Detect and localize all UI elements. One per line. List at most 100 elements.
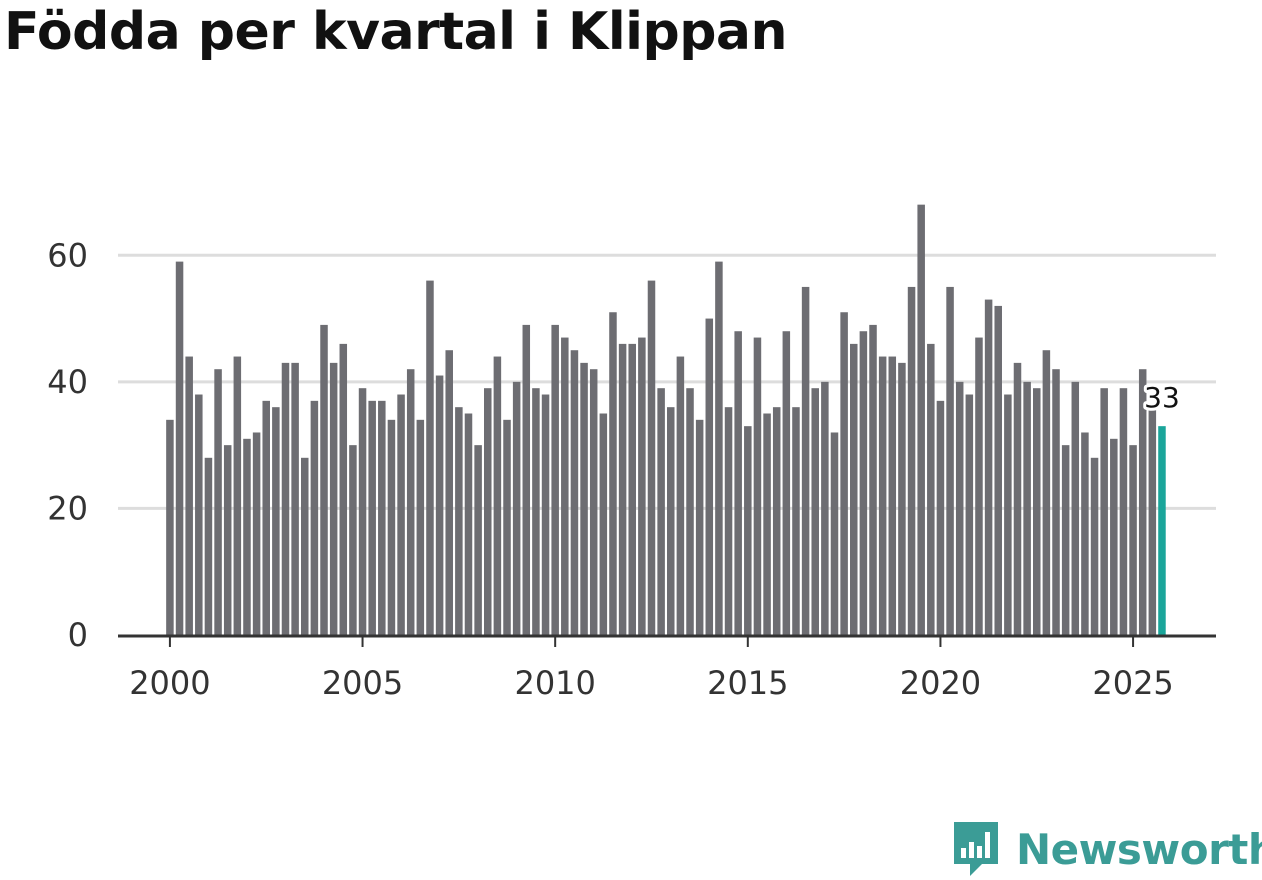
bar	[638, 337, 646, 635]
bar	[599, 413, 608, 635]
bar	[243, 438, 251, 635]
bar	[474, 445, 482, 635]
bar	[272, 407, 280, 635]
bar	[955, 381, 964, 635]
bar	[368, 400, 376, 635]
bar	[628, 343, 636, 635]
bar	[609, 312, 617, 635]
y-tick-label: 40	[47, 363, 88, 401]
last-value-label: 33	[1144, 381, 1180, 414]
chart-title: Födda per kvartal i Klippan	[4, 2, 788, 62]
bar	[936, 400, 945, 635]
bar	[744, 426, 752, 635]
bar	[1071, 381, 1080, 635]
bar	[166, 419, 174, 635]
bar	[484, 388, 492, 635]
bar	[782, 331, 791, 635]
bar	[763, 413, 771, 635]
bar	[1033, 388, 1041, 635]
bar	[291, 362, 299, 635]
bar	[917, 204, 925, 635]
bar-highlight	[1158, 426, 1166, 635]
bar	[840, 312, 848, 635]
bar	[1023, 381, 1031, 635]
x-tick-label: 2010	[514, 664, 595, 702]
bar	[772, 407, 781, 635]
bar	[859, 331, 868, 635]
bar	[1148, 407, 1157, 635]
bar	[493, 356, 502, 635]
bar	[1042, 350, 1051, 635]
bar	[214, 369, 222, 635]
bar	[455, 407, 463, 635]
bar	[416, 419, 425, 635]
bar	[695, 419, 704, 635]
bar	[329, 362, 338, 635]
bar	[715, 261, 723, 635]
bar	[667, 407, 675, 635]
bar	[1110, 438, 1118, 635]
bar	[185, 356, 193, 635]
x-axis-ticks: 2000 2005 2010 2015 2020 2025	[129, 636, 1174, 702]
bar	[349, 445, 357, 635]
bar	[378, 400, 386, 635]
bar	[975, 337, 983, 635]
bar	[512, 381, 521, 635]
bar	[888, 356, 897, 635]
bar	[705, 318, 714, 635]
bar	[1100, 388, 1108, 635]
bar	[792, 407, 800, 635]
y-tick-label: 60	[47, 236, 88, 274]
newsworthy-logo-icon	[954, 822, 998, 876]
bar	[175, 261, 184, 635]
bar	[657, 388, 665, 635]
bar	[984, 299, 993, 635]
bar	[301, 457, 309, 635]
bar	[445, 350, 453, 635]
bar	[1129, 445, 1137, 635]
bar	[541, 394, 550, 635]
bar	[358, 388, 367, 635]
bar	[233, 356, 242, 635]
x-tick-label: 2015	[707, 664, 788, 702]
bar	[927, 343, 935, 635]
bar	[994, 305, 1002, 635]
bar	[724, 407, 733, 635]
bar	[589, 369, 598, 635]
bar	[1138, 369, 1147, 635]
annotation: 33	[1141, 378, 1183, 417]
bar	[195, 394, 203, 635]
bar	[878, 356, 887, 635]
bar	[397, 394, 405, 635]
newsworthy-logo: Newsworthy	[950, 818, 1262, 880]
bar	[1081, 432, 1089, 635]
bar	[1119, 388, 1128, 635]
bar	[821, 381, 829, 635]
bar	[522, 324, 531, 635]
bar	[561, 337, 569, 635]
bar	[907, 286, 916, 635]
bar	[1061, 445, 1070, 635]
y-tick-label: 20	[47, 489, 88, 527]
bar	[320, 324, 328, 635]
bar	[281, 362, 290, 635]
bar	[753, 337, 762, 635]
bar	[570, 350, 579, 635]
bar	[618, 343, 627, 635]
bar	[310, 400, 319, 635]
bar	[204, 457, 213, 635]
bar	[223, 445, 232, 635]
bar	[532, 388, 540, 635]
bar	[435, 375, 444, 635]
bar	[580, 362, 588, 635]
bar	[262, 400, 270, 635]
bar	[686, 388, 694, 635]
bar	[946, 286, 954, 635]
bar	[551, 324, 559, 635]
bar	[464, 413, 473, 635]
x-tick-label: 2005	[322, 664, 403, 702]
bar	[1004, 394, 1012, 635]
bar	[830, 432, 839, 635]
x-tick-label: 2000	[129, 664, 210, 702]
